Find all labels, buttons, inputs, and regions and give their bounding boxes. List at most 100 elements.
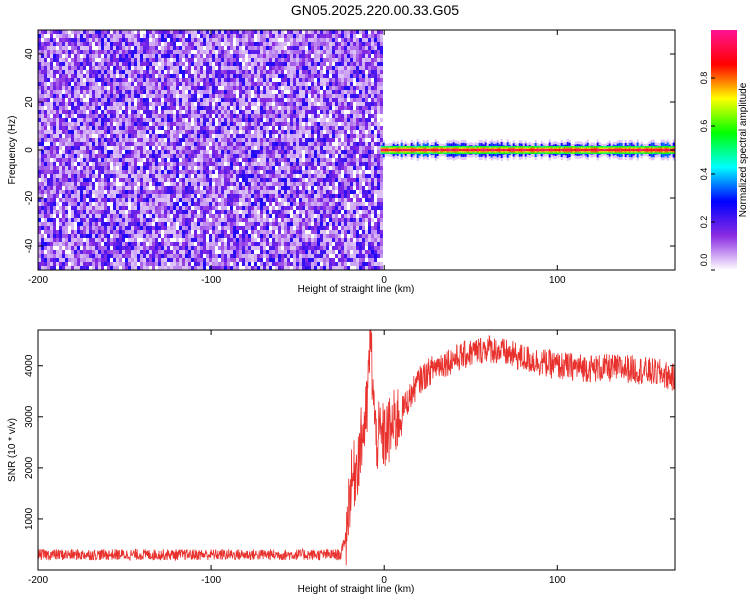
heatmap-cell bbox=[53, 154, 56, 158]
heatmap-cell bbox=[308, 86, 311, 90]
heatmap-cell bbox=[251, 166, 254, 170]
heatmap-cell bbox=[188, 246, 191, 250]
heatmap-cell bbox=[242, 102, 245, 106]
heatmap-cell bbox=[119, 258, 122, 262]
heatmap-cell bbox=[224, 74, 227, 78]
heatmap-cell bbox=[56, 146, 59, 150]
heatmap-cell bbox=[164, 94, 167, 98]
heatmap-cell bbox=[302, 34, 305, 38]
heatmap-cell bbox=[296, 154, 299, 158]
heatmap-cell bbox=[308, 50, 311, 54]
heatmap-cell bbox=[287, 150, 290, 154]
heatmap-cell bbox=[167, 210, 170, 214]
heatmap-cell bbox=[173, 226, 176, 230]
heatmap-cell bbox=[281, 134, 284, 138]
heatmap-cell bbox=[218, 34, 221, 38]
heatmap-cell bbox=[236, 202, 239, 206]
heatmap-cell bbox=[128, 50, 131, 54]
heatmap-cell bbox=[275, 34, 278, 38]
heatmap-cell bbox=[59, 238, 62, 242]
heatmap-cell bbox=[44, 62, 47, 66]
heatmap-cell bbox=[59, 86, 62, 90]
heatmap-cell bbox=[173, 134, 176, 138]
heatmap-cell bbox=[263, 38, 266, 42]
heatmap-cell bbox=[233, 122, 236, 126]
heatmap-cell bbox=[302, 186, 305, 190]
heatmap-cell bbox=[209, 194, 212, 198]
heatmap-cell bbox=[194, 266, 197, 270]
heatmap-cell bbox=[185, 114, 188, 118]
heatmap-cell bbox=[38, 194, 41, 198]
heatmap-cell bbox=[263, 222, 266, 226]
heatmap-cell bbox=[86, 266, 89, 270]
heatmap-cell bbox=[170, 114, 173, 118]
heatmap-cell bbox=[134, 222, 137, 226]
heatmap-cell bbox=[296, 102, 299, 106]
heatmap-cell bbox=[47, 242, 50, 246]
heatmap-cell bbox=[158, 98, 161, 102]
heatmap-cell bbox=[284, 94, 287, 98]
heatmap-cell bbox=[158, 90, 161, 94]
heatmap-cell bbox=[242, 74, 245, 78]
heatmap-cell bbox=[98, 226, 101, 230]
heatmap-cell bbox=[83, 218, 86, 222]
heatmap-cell bbox=[107, 34, 110, 38]
heatmap-cell bbox=[272, 222, 275, 226]
heatmap-cell bbox=[122, 134, 125, 138]
heatmap-cell bbox=[170, 66, 173, 70]
heatmap-cell bbox=[185, 262, 188, 266]
heatmap-cell bbox=[95, 94, 98, 98]
heatmap-cell bbox=[173, 62, 176, 66]
heatmap-cell bbox=[191, 182, 194, 186]
heatmap-cell bbox=[71, 206, 74, 210]
heatmap-cell bbox=[71, 162, 74, 166]
heatmap-cell bbox=[197, 98, 200, 102]
heatmap-cell bbox=[215, 42, 218, 46]
heatmap-cell bbox=[194, 90, 197, 94]
heatmap-cell bbox=[227, 194, 230, 198]
heatmap-cell bbox=[71, 258, 74, 262]
heatmap-cell bbox=[56, 98, 59, 102]
heatmap-cell bbox=[89, 142, 92, 146]
heatmap-cell bbox=[113, 46, 116, 50]
heatmap-cell bbox=[68, 174, 71, 178]
heatmap-cell bbox=[203, 150, 206, 154]
heatmap-cell bbox=[224, 130, 227, 134]
heatmap-cell bbox=[221, 194, 224, 198]
heatmap-cell bbox=[53, 106, 56, 110]
heatmap-cell bbox=[179, 210, 182, 214]
heatmap-cell bbox=[284, 238, 287, 242]
heatmap-cell bbox=[143, 246, 146, 250]
heatmap-cell bbox=[302, 202, 305, 206]
heatmap-cell bbox=[113, 266, 116, 270]
heatmap-cell bbox=[146, 130, 149, 134]
heatmap-cell bbox=[107, 198, 110, 202]
heatmap-cell bbox=[50, 30, 53, 34]
heatmap-cell bbox=[83, 242, 86, 246]
heatmap-cell bbox=[182, 214, 185, 218]
heatmap-cell bbox=[104, 82, 107, 86]
heatmap-cell bbox=[59, 142, 62, 146]
heatmap-cell bbox=[305, 86, 308, 90]
heatmap-cell bbox=[254, 262, 257, 266]
heatmap-cell bbox=[257, 258, 260, 262]
heatmap-cell bbox=[188, 94, 191, 98]
heatmap-cell bbox=[44, 170, 47, 174]
heatmap-cell bbox=[95, 242, 98, 246]
heatmap-cell bbox=[86, 118, 89, 122]
heatmap-cell bbox=[116, 214, 119, 218]
heatmap-cell bbox=[266, 82, 269, 86]
heatmap-cell bbox=[302, 142, 305, 146]
heatmap-cell bbox=[164, 50, 167, 54]
heatmap-cell bbox=[116, 54, 119, 58]
heatmap-cell bbox=[101, 226, 104, 230]
heatmap-cell bbox=[221, 34, 224, 38]
heatmap-cell bbox=[119, 162, 122, 166]
heatmap-cell bbox=[161, 62, 164, 66]
heatmap-cell bbox=[98, 30, 101, 34]
heatmap-cell bbox=[233, 82, 236, 86]
heatmap-cell bbox=[239, 66, 242, 70]
heatmap-cell bbox=[125, 214, 128, 218]
heatmap-cell bbox=[275, 46, 278, 50]
heatmap-cell bbox=[167, 238, 170, 242]
